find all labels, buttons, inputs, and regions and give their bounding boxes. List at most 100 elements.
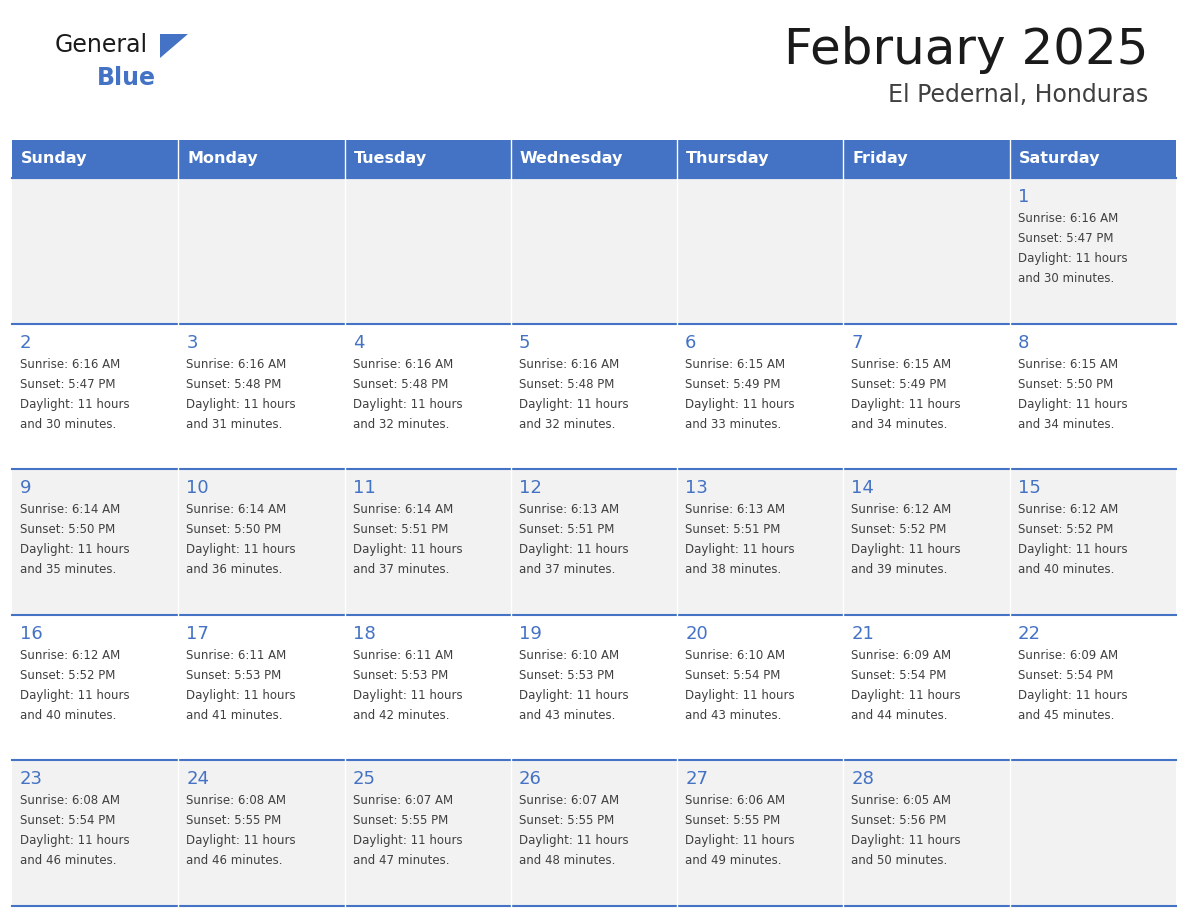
Text: Sunset: 5:50 PM: Sunset: 5:50 PM [1018,377,1113,390]
Text: Daylight: 11 hours: Daylight: 11 hours [20,688,129,701]
Text: 2: 2 [20,333,32,352]
Text: Sunset: 5:54 PM: Sunset: 5:54 PM [20,814,115,827]
Text: Sunrise: 6:09 AM: Sunrise: 6:09 AM [1018,649,1118,662]
Text: Sunset: 5:49 PM: Sunset: 5:49 PM [852,377,947,390]
Text: Sunset: 5:52 PM: Sunset: 5:52 PM [20,669,115,682]
Text: Daylight: 11 hours: Daylight: 11 hours [20,834,129,847]
Bar [12,469,1176,615]
Bar [178,140,345,178]
Text: Sunset: 5:50 PM: Sunset: 5:50 PM [187,523,282,536]
Text: Sunset: 5:55 PM: Sunset: 5:55 PM [685,814,781,827]
Text: and 43 minutes.: and 43 minutes. [685,709,782,722]
Text: Daylight: 11 hours: Daylight: 11 hours [353,834,462,847]
Text: 25: 25 [353,770,375,789]
Text: 26: 26 [519,770,542,789]
Text: Daylight: 11 hours: Daylight: 11 hours [20,397,129,410]
Text: 1: 1 [1018,188,1029,206]
Text: and 36 minutes.: and 36 minutes. [187,564,283,577]
Text: and 49 minutes.: and 49 minutes. [685,855,782,868]
Text: Daylight: 11 hours: Daylight: 11 hours [187,543,296,556]
Text: 13: 13 [685,479,708,498]
Text: Sunrise: 6:15 AM: Sunrise: 6:15 AM [852,358,952,371]
Bar [12,178,1176,324]
Bar [12,140,178,178]
Text: 22: 22 [1018,625,1041,643]
Text: Daylight: 11 hours: Daylight: 11 hours [187,688,296,701]
Text: Sunrise: 6:10 AM: Sunrise: 6:10 AM [685,649,785,662]
Text: and 50 minutes.: and 50 minutes. [852,855,948,868]
Text: Daylight: 11 hours: Daylight: 11 hours [1018,252,1127,265]
Text: Daylight: 11 hours: Daylight: 11 hours [519,543,628,556]
Text: and 32 minutes.: and 32 minutes. [353,418,449,431]
Text: Thursday: Thursday [687,151,770,166]
Text: Sunrise: 6:12 AM: Sunrise: 6:12 AM [1018,503,1118,516]
Bar [677,140,843,178]
Text: Sunrise: 6:14 AM: Sunrise: 6:14 AM [353,503,453,516]
Text: 23: 23 [20,770,43,789]
Text: 19: 19 [519,625,542,643]
Text: 24: 24 [187,770,209,789]
Text: Sunset: 5:52 PM: Sunset: 5:52 PM [852,523,947,536]
Text: Sunrise: 6:07 AM: Sunrise: 6:07 AM [519,794,619,808]
Text: Sunrise: 6:05 AM: Sunrise: 6:05 AM [852,794,952,808]
Text: Sunset: 5:47 PM: Sunset: 5:47 PM [1018,232,1113,245]
Text: and 44 minutes.: and 44 minutes. [852,709,948,722]
Text: Sunset: 5:48 PM: Sunset: 5:48 PM [519,377,614,390]
Text: and 37 minutes.: and 37 minutes. [353,564,449,577]
Text: and 37 minutes.: and 37 minutes. [519,564,615,577]
Text: Sunset: 5:48 PM: Sunset: 5:48 PM [353,377,448,390]
Text: Sunset: 5:51 PM: Sunset: 5:51 PM [685,523,781,536]
Bar [12,615,1176,760]
Text: Sunset: 5:48 PM: Sunset: 5:48 PM [187,377,282,390]
Text: Sunset: 5:55 PM: Sunset: 5:55 PM [187,814,282,827]
Text: Sunrise: 6:11 AM: Sunrise: 6:11 AM [353,649,453,662]
Text: and 43 minutes.: and 43 minutes. [519,709,615,722]
Text: Sunset: 5:54 PM: Sunset: 5:54 PM [1018,669,1113,682]
Text: Daylight: 11 hours: Daylight: 11 hours [852,397,961,410]
Text: Sunrise: 6:09 AM: Sunrise: 6:09 AM [852,649,952,662]
Text: Sunrise: 6:16 AM: Sunrise: 6:16 AM [353,358,453,371]
Text: 6: 6 [685,333,696,352]
Text: Daylight: 11 hours: Daylight: 11 hours [1018,397,1127,410]
Text: and 46 minutes.: and 46 minutes. [187,855,283,868]
Text: Daylight: 11 hours: Daylight: 11 hours [1018,543,1127,556]
Text: Sunrise: 6:16 AM: Sunrise: 6:16 AM [20,358,120,371]
Text: Daylight: 11 hours: Daylight: 11 hours [685,688,795,701]
Text: General: General [55,33,148,57]
Text: and 32 minutes.: and 32 minutes. [519,418,615,431]
Text: Sunrise: 6:14 AM: Sunrise: 6:14 AM [187,503,286,516]
Text: Daylight: 11 hours: Daylight: 11 hours [1018,688,1127,701]
Text: and 38 minutes.: and 38 minutes. [685,564,782,577]
Text: 4: 4 [353,333,364,352]
Text: Sunrise: 6:13 AM: Sunrise: 6:13 AM [519,503,619,516]
Text: Sunrise: 6:11 AM: Sunrise: 6:11 AM [187,649,286,662]
Text: Monday: Monday [188,151,258,166]
Text: Sunset: 5:54 PM: Sunset: 5:54 PM [852,669,947,682]
Text: 27: 27 [685,770,708,789]
Text: Sunrise: 6:12 AM: Sunrise: 6:12 AM [20,649,120,662]
Text: Daylight: 11 hours: Daylight: 11 hours [519,834,628,847]
Text: Daylight: 11 hours: Daylight: 11 hours [852,834,961,847]
Text: 11: 11 [353,479,375,498]
Text: 9: 9 [20,479,32,498]
Bar [12,324,1176,469]
Bar [345,140,511,178]
Text: Sunset: 5:47 PM: Sunset: 5:47 PM [20,377,115,390]
Text: Sunset: 5:50 PM: Sunset: 5:50 PM [20,523,115,536]
Text: Sunrise: 6:06 AM: Sunrise: 6:06 AM [685,794,785,808]
Text: 3: 3 [187,333,197,352]
Polygon shape [160,34,188,58]
Text: Sunrise: 6:08 AM: Sunrise: 6:08 AM [20,794,120,808]
Text: Daylight: 11 hours: Daylight: 11 hours [20,543,129,556]
Text: Sunset: 5:51 PM: Sunset: 5:51 PM [353,523,448,536]
Text: Sunset: 5:53 PM: Sunset: 5:53 PM [519,669,614,682]
Text: 7: 7 [852,333,862,352]
Text: Sunset: 5:56 PM: Sunset: 5:56 PM [852,814,947,827]
Text: and 45 minutes.: and 45 minutes. [1018,709,1114,722]
Text: Daylight: 11 hours: Daylight: 11 hours [353,397,462,410]
Text: and 39 minutes.: and 39 minutes. [852,564,948,577]
Text: 21: 21 [852,625,874,643]
Text: Sunset: 5:55 PM: Sunset: 5:55 PM [519,814,614,827]
Text: 8: 8 [1018,333,1029,352]
Text: and 34 minutes.: and 34 minutes. [1018,418,1114,431]
